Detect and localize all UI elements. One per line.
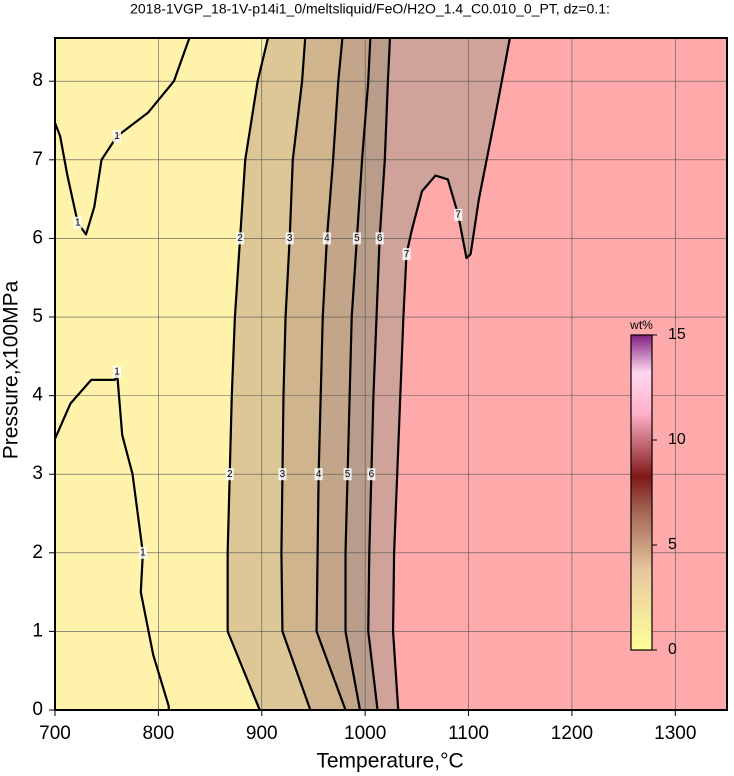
contour-label-box <box>402 248 411 261</box>
contour-line <box>391 38 511 710</box>
x-axis-label: Temperature,°C <box>316 750 463 773</box>
contour-label-box <box>454 208 463 221</box>
contour-label-box <box>113 366 122 379</box>
colorbar-label: wt% <box>629 318 653 332</box>
colorbar-tick-label: 10 <box>668 431 686 448</box>
y-axis-label: Pressure,x100MPa <box>0 280 23 459</box>
contour-label: 6 <box>377 233 383 244</box>
contour-label: 1 <box>75 217 81 228</box>
colorbar-tick-label: 15 <box>668 326 686 343</box>
contour-label-box <box>375 232 384 245</box>
contour-label: 2 <box>237 233 243 244</box>
contour-label: 7 <box>455 209 461 220</box>
contour-line <box>315 38 347 710</box>
axes: 700 800 900 1000 1100 1200 1300 0 1 2 3 4 5 6 7 8 wt% 0 5 1… <box>32 37 728 744</box>
contour-label-box <box>73 216 82 229</box>
y-tick-label: 5 <box>32 306 43 327</box>
contour-line <box>226 38 270 710</box>
y-tick-label: 3 <box>32 463 43 484</box>
contour-label-box <box>352 232 361 245</box>
contour-label: 1 <box>114 131 120 142</box>
contour-label: 3 <box>287 233 293 244</box>
contour-label: 6 <box>369 469 375 480</box>
contour-label-box <box>314 468 323 481</box>
contour-label: 5 <box>345 469 351 480</box>
x-tick-label: 1100 <box>448 723 489 744</box>
y-tick-label: 1 <box>32 620 43 641</box>
x-tick-label: 1000 <box>344 723 386 744</box>
contour-label: 4 <box>324 233 330 244</box>
chart-title: 2018-1VGP_18-1V-p14i1_0/meltsliquid/FeO/… <box>130 1 610 17</box>
contour-label: 4 <box>316 469 322 480</box>
contour-line <box>367 38 392 710</box>
x-tick-label: 700 <box>39 723 71 744</box>
contour-label: 3 <box>280 469 286 480</box>
contour-fill <box>55 38 268 710</box>
contour-label: 1 <box>140 547 146 558</box>
contour-label-box <box>278 468 287 481</box>
contour-line <box>280 38 312 710</box>
x-tick-label: 1300 <box>654 723 696 744</box>
y-tick-label: 8 <box>32 70 43 91</box>
contour-label-box <box>113 130 122 143</box>
contour-label-box <box>343 468 352 481</box>
x-tick-label: 800 <box>143 723 175 744</box>
colorbar-tick-label: 5 <box>668 536 677 553</box>
contour-label-box <box>367 468 376 481</box>
x-tick-label: 900 <box>246 723 278 744</box>
contour-line <box>344 38 372 710</box>
x-tick-label: 1200 <box>551 723 593 744</box>
y-tick-label: 7 <box>32 149 43 170</box>
contour-label-box <box>236 232 245 245</box>
contour-line <box>55 370 170 710</box>
contour-label-box <box>138 546 147 559</box>
contour-label: 5 <box>354 233 360 244</box>
y-tick-label: 0 <box>32 699 43 720</box>
y-tick-label: 4 <box>32 385 43 406</box>
colorbar <box>630 334 653 651</box>
contour-label-box <box>285 232 294 245</box>
colorbar-tick-label: 0 <box>668 641 677 658</box>
contour-label: 2 <box>227 469 233 480</box>
contour-label-box <box>322 232 331 245</box>
y-tick-label: 2 <box>32 542 43 563</box>
plot-frame <box>54 37 728 711</box>
y-tick-label: 6 <box>32 227 43 248</box>
plot-area: 7 7 6 6 5 5 4 4 3 3 2 2 1 1 1 1 <box>55 38 727 710</box>
contour-line <box>55 38 191 236</box>
contour-label: 7 <box>404 249 410 260</box>
contour-label-box <box>225 468 234 481</box>
contour-label: 1 <box>114 367 120 378</box>
